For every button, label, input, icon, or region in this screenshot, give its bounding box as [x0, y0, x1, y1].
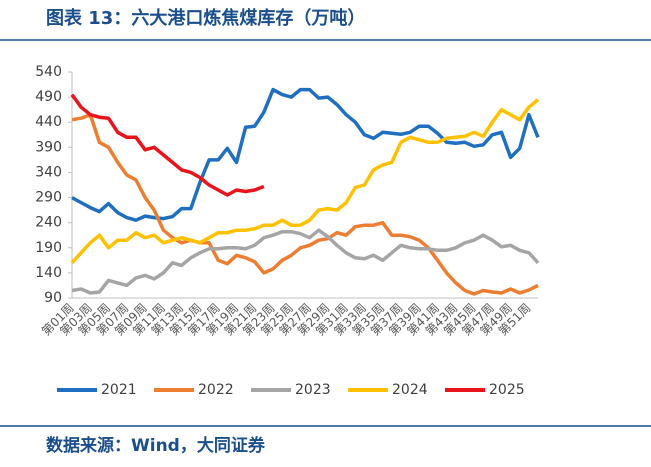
source: 数据来源：Wind，大同证券 [46, 435, 266, 456]
chart-title: 图表 13：六大港口炼焦煤库存（万吨） [46, 7, 365, 29]
y-tick-label: 440 [35, 114, 62, 130]
y-tick-label: 340 [35, 164, 62, 180]
legend-label: 2023 [295, 382, 331, 398]
y-tick-label: 290 [35, 190, 62, 206]
y-tick-label: 190 [35, 240, 62, 256]
legend-label: 2022 [198, 382, 234, 398]
series-line [71, 112, 539, 296]
series-line [70, 93, 265, 197]
series-line [70, 98, 540, 264]
legend-label: 2024 [392, 382, 428, 398]
y-tick-label: 90 [44, 290, 62, 306]
y-tick-label: 140 [35, 265, 62, 281]
series-line [71, 87, 540, 222]
series-line [71, 228, 540, 295]
y-tick-label: 390 [35, 139, 62, 155]
y-tick-label: 540 [35, 64, 62, 80]
legend-label: 2025 [489, 382, 525, 398]
y-tick-label: 490 [35, 89, 62, 105]
y-tick-label: 240 [35, 215, 62, 231]
legend-label: 2021 [101, 382, 137, 398]
